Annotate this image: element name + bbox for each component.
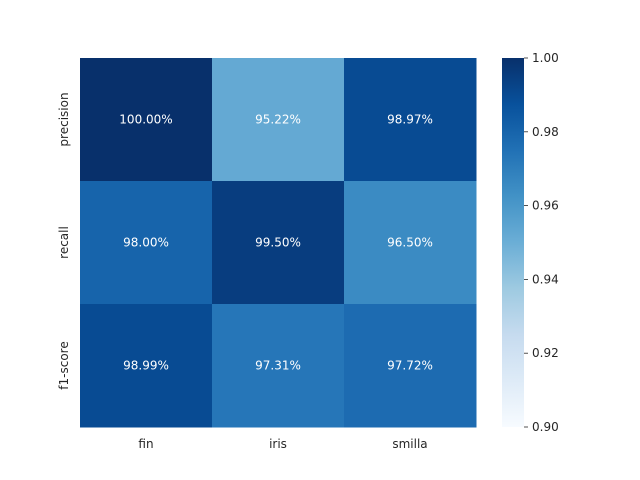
colorbar-ticks: 0.90 0.92 0.94 0.96 0.98 1.00 [524,51,559,434]
colorbar [502,58,524,427]
heatmap-cell [80,58,213,182]
heatmap-cell [80,304,213,428]
cell-value-label: 99.50% [255,236,301,250]
colorbar-tick-label: 0.98 [532,125,559,139]
cell-value-label: 97.31% [255,359,301,373]
cell-value-label: 95.22% [255,113,301,127]
x-tick-label: iris [269,437,287,451]
x-tick-label: smilla [392,437,427,451]
y-tick-label: precision [57,92,71,146]
heatmap-cell [80,181,213,305]
cell-value-label: 98.97% [387,113,433,127]
cell-value-label: 100.00% [119,113,172,127]
heatmap-cell [344,181,477,305]
colorbar-tick-label: 0.90 [532,420,559,434]
colorbar-tick-label: 0.96 [532,199,559,213]
cell-value-label: 97.72% [387,359,433,373]
cell-value-label: 98.00% [123,236,169,250]
x-axis-ticks: fin iris smilla [138,437,427,451]
colorbar-tick-label: 0.92 [532,346,559,360]
colorbar-tick-label: 1.00 [532,51,559,65]
y-tick-label: recall [57,226,71,259]
y-tick-label: f1-score [57,341,71,389]
heatmap-cell [344,58,477,182]
cell-value-label: 96.50% [387,236,433,250]
heatmap-cell [344,304,477,428]
heatmap-cell [212,181,345,305]
heatmap-cell [212,304,345,428]
x-tick-label: fin [138,437,153,451]
y-axis-ticks: precision recall f1-score [57,92,71,389]
heatmap-cells: 100.00% 95.22% 98.97% 98.00% 99.50% 96.50% 98.… [80,58,477,428]
colorbar-tick-label: 0.94 [532,272,559,286]
cell-value-label: 98.99% [123,359,169,373]
heatmap-cell [212,58,345,182]
